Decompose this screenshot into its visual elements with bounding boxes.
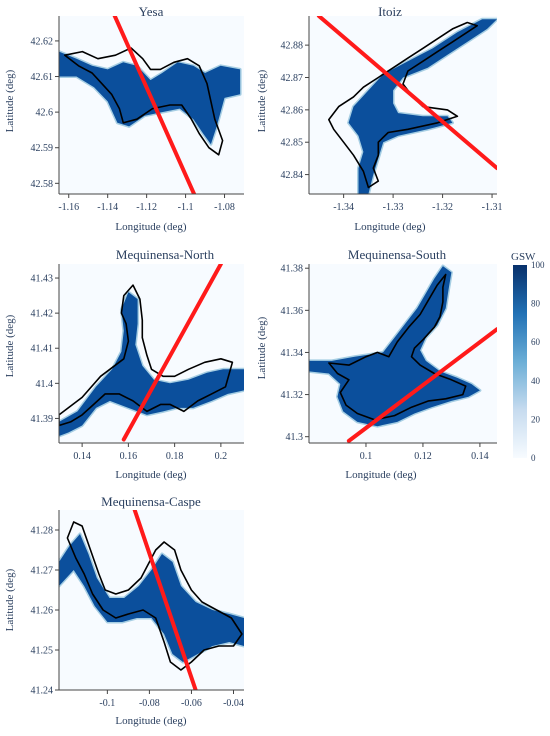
panel-mequinensa-north: Mequinensa-North Longitude (deg) Latitud…: [4, 247, 244, 481]
y-tick-label: 42.61: [31, 72, 54, 83]
y-tick-label: 41.43: [31, 274, 54, 285]
y-tick-label: 42.59: [31, 143, 54, 154]
x-tick-label: -1.34: [333, 202, 354, 213]
colorbar-tick-label: 0: [531, 453, 536, 463]
water-surface: [59, 292, 244, 436]
x-tick-label: -1.08: [214, 202, 235, 213]
x-tick-label: 0.16: [120, 451, 138, 462]
y-tick-label: 41.26: [31, 606, 54, 617]
colorbar-tick-label: 20: [531, 414, 541, 424]
y-tick-label: 42.62: [31, 36, 54, 47]
reservoir-outline: [327, 21, 479, 189]
y-axis-label: Latitude (deg): [256, 69, 268, 132]
y-axis-label: Latitude (deg): [4, 69, 16, 132]
y-tick-label: 41.34: [281, 348, 304, 359]
y-tick-label: 41.27: [31, 566, 54, 577]
colorbar-tick-label: 100: [531, 260, 545, 270]
x-tick-label: 0.18: [166, 451, 184, 462]
panel-title: Mequinensa-North: [116, 247, 215, 262]
x-axis-label: Longitude (deg): [354, 221, 426, 233]
y-axis-label: Latitude (deg): [256, 316, 268, 379]
y-tick-label: 41.32: [281, 390, 304, 401]
y-tick-label: 41.39: [31, 414, 54, 425]
x-tick-label: -0.06: [181, 698, 202, 709]
x-tick-label: -0.08: [139, 698, 160, 709]
plot-area: [59, 510, 244, 690]
red-line: [121, 264, 223, 442]
panel-yesa: Yesa Longitude (deg) Latitude (deg) -1.1…: [4, 4, 244, 233]
colorbar-tick-label: 40: [531, 376, 541, 386]
x-tick-label: -1.14: [97, 202, 118, 213]
y-tick-label: 42.84: [281, 170, 304, 181]
x-tick-label: 0.14: [471, 451, 489, 462]
x-tick-label: -1.33: [383, 202, 404, 213]
reservoir-outline: [64, 47, 224, 156]
reservoir-outline: [59, 284, 234, 427]
red-line: [132, 510, 198, 690]
colorbar-tick-label: 60: [531, 337, 541, 347]
reservoir-outline: [66, 521, 243, 671]
y-tick-label: 41.41: [31, 344, 54, 355]
water-surface: [348, 19, 497, 194]
y-tick-label: 41.36: [281, 306, 304, 317]
x-tick-label: 0.2: [215, 451, 228, 462]
plot-area: [309, 16, 497, 194]
y-tick-label: 41.28: [31, 526, 54, 537]
plot-area: [59, 16, 244, 194]
red-line: [112, 16, 197, 194]
y-tick-label: 42.6: [36, 108, 54, 119]
x-tick-label: 0.14: [73, 451, 91, 462]
x-axis-label: Longitude (deg): [115, 469, 187, 481]
panel-title: Yesa: [139, 4, 164, 19]
x-tick-label: -1.31: [482, 202, 503, 213]
y-tick-label: 41.24: [31, 686, 54, 697]
panel-title: Itoiz: [378, 4, 402, 19]
panel-itoiz: Itoiz Longitude (deg) Latitude (deg) -1.…: [256, 4, 502, 233]
panel-mequinensa-caspe: Mequinensa-Caspe Longitude (deg) Latitud…: [4, 494, 244, 727]
x-tick-label: -1.32: [432, 202, 453, 213]
colorbar-ticks: 0 20 40 60 80 100: [531, 260, 545, 463]
x-axis-label: Longitude (deg): [115, 715, 187, 727]
y-tick-label: 41.4: [36, 379, 54, 390]
x-tick-label: -1.12: [136, 202, 157, 213]
reservoir-outline: [328, 273, 467, 421]
y-tick-label: 42.58: [31, 179, 54, 190]
plot-area: [309, 264, 497, 443]
x-tick-label: 0.1: [360, 451, 373, 462]
y-tick-label: 42.87: [281, 73, 304, 84]
x-tick-label: -1.1: [178, 202, 194, 213]
y-tick-label: 42.88: [281, 41, 304, 52]
panel-title: Mequinensa-Caspe: [101, 494, 201, 509]
water-surface: [59, 534, 244, 662]
plot-area: [59, 264, 244, 443]
colorbar-title: GSW: [511, 251, 536, 263]
x-axis-label: Longitude (deg): [345, 469, 417, 481]
colorbar: GSW 0 20 40 60 80 100: [511, 251, 545, 463]
colorbar-gradient: [513, 265, 527, 458]
x-tick-label: -0.04: [223, 698, 244, 709]
y-tick-label: 42.86: [281, 105, 304, 116]
x-tick-label: -1.16: [58, 202, 79, 213]
y-tick-label: 41.42: [31, 309, 54, 320]
panel-mequinensa-south: Mequinensa-South Longitude (deg) Latitud…: [256, 247, 497, 481]
y-tick-label: 41.25: [31, 646, 54, 657]
y-tick-label: 41.3: [286, 432, 304, 443]
red-line: [346, 327, 497, 443]
colorbar-tick-label: 80: [531, 299, 541, 309]
y-axis-label: Latitude (deg): [4, 314, 16, 377]
x-tick-label: 0.12: [414, 451, 432, 462]
y-axis-label: Latitude (deg): [4, 568, 16, 631]
x-tick-label: -0.1: [99, 698, 115, 709]
y-tick-label: 41.38: [281, 264, 304, 275]
red-line: [316, 16, 497, 171]
x-axis-label: Longitude (deg): [115, 221, 187, 233]
y-tick-label: 42.85: [281, 138, 304, 149]
panel-title: Mequinensa-South: [348, 247, 447, 262]
